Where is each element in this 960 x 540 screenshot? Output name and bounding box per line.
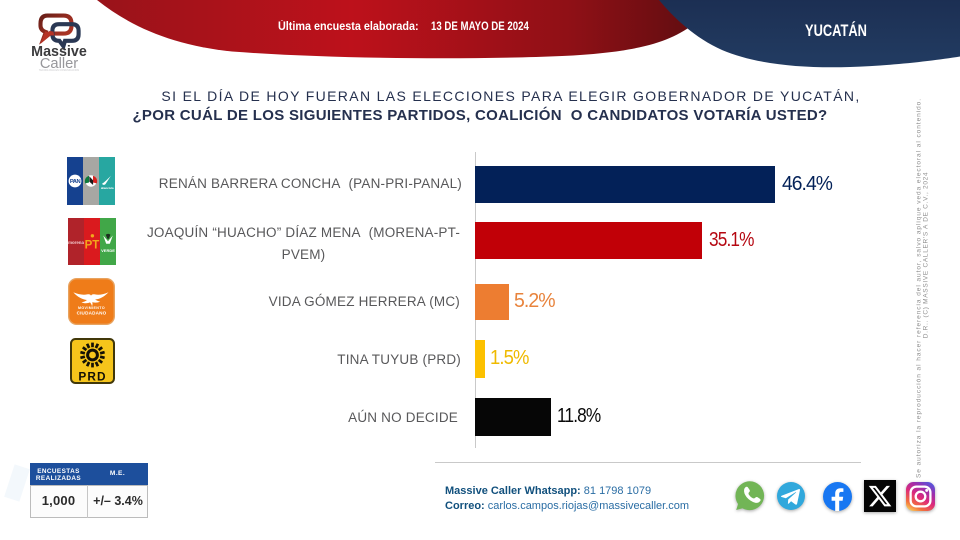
svg-text:PT: PT <box>85 240 100 252</box>
svg-text:VERDE: VERDE <box>101 248 115 253</box>
svg-text:morena: morena <box>68 240 84 245</box>
svg-text:MOVIMIENTO: MOVIMIENTO <box>77 306 104 310</box>
svg-text:aliancista: aliancista <box>101 186 114 190</box>
svg-text:PAN: PAN <box>70 179 81 185</box>
svg-text:PRD: PRD <box>78 369 106 383</box>
svg-text:CIUDADANO: CIUDADANO <box>76 310 106 315</box>
